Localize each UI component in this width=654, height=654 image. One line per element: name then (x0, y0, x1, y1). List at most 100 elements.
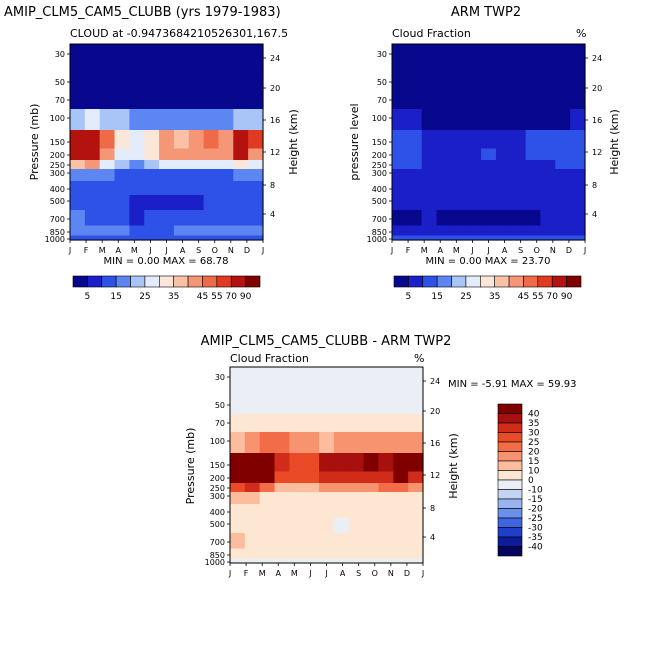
month-tick-label: N (550, 246, 556, 255)
colorbar-label: 30 (528, 429, 540, 439)
colorbar-swatch (173, 275, 189, 288)
heatmap-cell (244, 483, 261, 493)
heatmap-cell (378, 367, 394, 392)
heatmap-cell (203, 195, 220, 211)
colorbar-swatch (497, 508, 523, 519)
heatmap-cell (466, 169, 482, 182)
heatmap-cell (173, 169, 190, 182)
heatmap-cell (393, 414, 409, 433)
colorbar-swatch (393, 275, 409, 288)
panel1-minmax: MIN = 0.00 MAX = 68.78 (104, 256, 229, 267)
heatmap-cell (510, 195, 527, 211)
colorbar-swatch (144, 275, 160, 288)
heatmap-cell (421, 109, 438, 131)
heatmap-cell (244, 367, 261, 392)
panel1-colorbar: 5 15 25 35 45 55 70 90 (72, 275, 261, 302)
heatmap-cell (129, 210, 145, 227)
heatmap-cell (218, 44, 234, 69)
heatmap-cell (304, 558, 320, 564)
heatmap-cell (173, 160, 190, 170)
colorbar-label: -25 (528, 514, 543, 524)
heatmap-cell (289, 414, 305, 433)
colorbar-label: 5 (85, 292, 91, 302)
heatmap-cell (392, 210, 408, 227)
heatmap-cell (570, 91, 586, 110)
pressure-tick-label: 100 (210, 437, 225, 446)
heatmap-cell (259, 483, 276, 493)
heatmap-cell (129, 68, 145, 92)
heatmap-cell (159, 235, 175, 241)
colorbar-swatch (497, 527, 523, 538)
month-tick-label: J (486, 246, 489, 255)
colorbar-swatch (216, 275, 232, 288)
heatmap-cell (259, 558, 276, 564)
height-tick-label: 12 (592, 148, 602, 157)
colorbar-swatch (187, 275, 203, 288)
month-tick-label: M (131, 246, 138, 255)
heatmap-cell (259, 548, 276, 560)
heatmap-cell (495, 44, 512, 69)
heatmap-cell (159, 109, 175, 131)
heatmap-cell (233, 169, 249, 182)
heatmap-cell (555, 210, 571, 227)
heatmap-cell (144, 225, 160, 237)
pressure-tick-label: 50 (377, 78, 387, 87)
colorbar-label: 55 (532, 292, 543, 302)
heatmap-cell (408, 367, 424, 392)
heatmap-cell (510, 181, 527, 196)
heatmap-cell (114, 160, 130, 170)
panel1-title: AMIP_CLM5_CAM5_CLUBB (yrs 1979-1983) (4, 5, 281, 20)
heatmap-cell (173, 225, 190, 237)
pressure-tick-label: 700 (210, 538, 225, 547)
heatmap-cell (481, 210, 497, 227)
heatmap-cell (408, 471, 424, 484)
month-tick-label: F (244, 569, 249, 578)
heatmap-cell (114, 109, 130, 131)
pressure-tick-label: 30 (55, 50, 65, 59)
heatmap-cell (99, 225, 116, 237)
heatmap-cell (540, 109, 556, 131)
pressure-tick-label: 30 (215, 373, 225, 382)
heatmap-cell (244, 414, 261, 433)
colorbar-swatch (72, 275, 88, 288)
heatmap-cell (173, 91, 190, 110)
heatmap-cell (495, 68, 512, 92)
heatmap-cell (173, 109, 190, 131)
heatmap-cell (378, 414, 394, 433)
heatmap-cell (451, 235, 467, 241)
heatmap-cell (495, 169, 512, 182)
heatmap-cell (540, 91, 556, 110)
heatmap-cell (421, 169, 438, 182)
colorbar-swatch (497, 517, 523, 528)
heatmap-cell (393, 483, 409, 493)
heatmap-cell (525, 148, 542, 161)
colorbar-label: 70 (547, 292, 559, 302)
month-tick-label: J (324, 569, 327, 578)
heatmap-cell (378, 504, 394, 519)
heatmap-cell (436, 195, 452, 211)
heatmap-cell (510, 160, 527, 170)
heatmap-cell (348, 504, 365, 519)
heatmap-cell (555, 181, 571, 196)
heatmap-cell (248, 181, 264, 196)
heatmap-cell (451, 225, 467, 237)
heatmap-cell (203, 91, 220, 110)
month-tick-label: A (116, 246, 122, 255)
heatmap-cell (129, 195, 145, 211)
panel3-ylabel: Pressure (mb) (184, 428, 197, 505)
heatmap-cell (129, 109, 145, 131)
heatmap-cell (84, 195, 101, 211)
heatmap-cell (333, 533, 350, 550)
heatmap-cell (230, 533, 246, 550)
heatmap-cell (129, 130, 145, 150)
heatmap-cell (525, 130, 542, 150)
heatmap-cell (173, 210, 190, 227)
heatmap-cell (289, 533, 305, 550)
colorbar-swatch (566, 275, 582, 288)
heatmap-cell (451, 195, 467, 211)
colorbar-label: 90 (561, 292, 573, 302)
month-tick-label: D (404, 569, 410, 578)
pressure-tick-label: 200 (372, 151, 387, 160)
heatmap-cell (218, 109, 234, 131)
